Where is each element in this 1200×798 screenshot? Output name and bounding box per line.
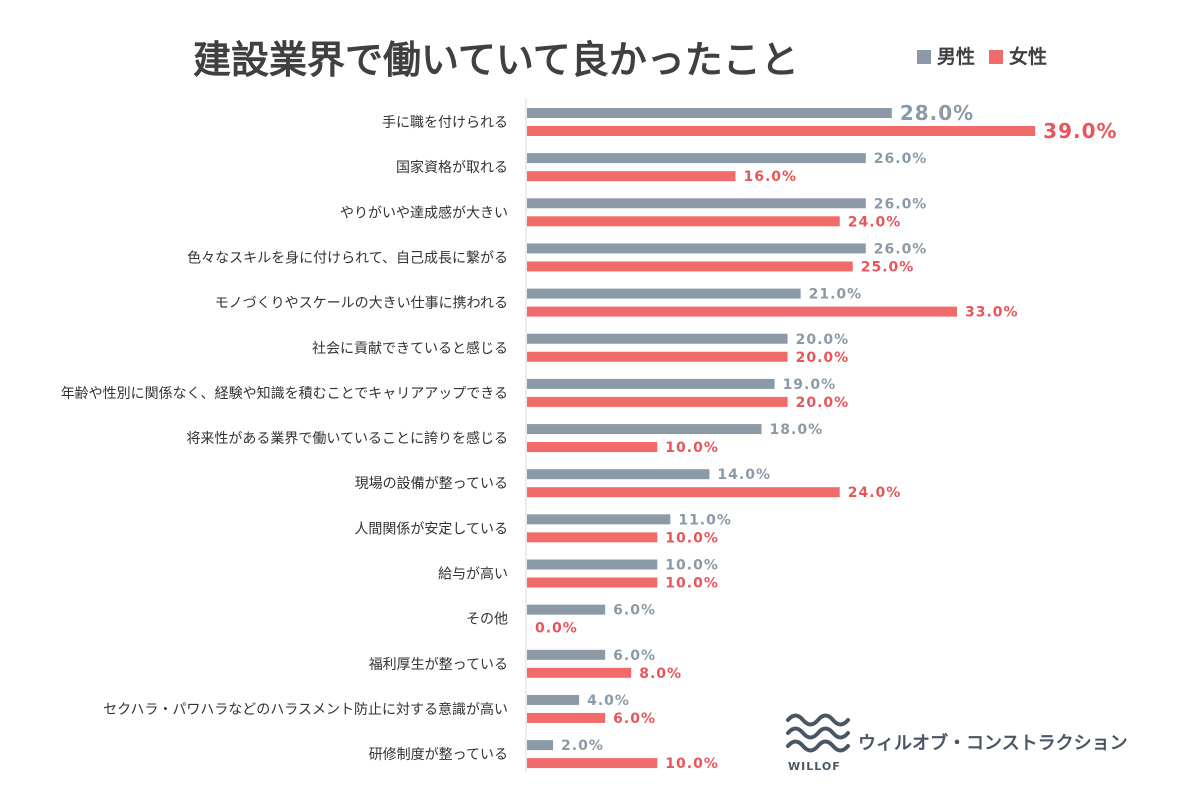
data-label-female: 24.0% <box>848 485 902 501</box>
data-label-female: 20.0% <box>796 395 850 411</box>
bar-female <box>527 171 736 182</box>
data-label-female: 10.0% <box>665 530 719 546</box>
bar-male <box>527 243 866 254</box>
category-label: 社会に貢献できていると感じる <box>312 340 508 357</box>
bar-female <box>527 351 788 362</box>
data-label-female: 39.0% <box>1043 119 1117 143</box>
data-label-male: 19.0% <box>783 377 837 393</box>
bar-male <box>527 288 801 299</box>
data-label-male: 26.0% <box>874 196 928 212</box>
bar-female <box>527 261 853 272</box>
data-label-male: 18.0% <box>770 422 824 438</box>
category-label: やりがいや達成感が大きい <box>340 204 508 221</box>
bar-female <box>527 216 840 227</box>
chart-title: 建設業界で働いていて良かったこと <box>193 38 799 82</box>
bar-male <box>527 740 554 751</box>
data-label-female: 25.0% <box>861 259 915 275</box>
data-label-female: 33.0% <box>965 305 1019 321</box>
bar-male <box>527 153 866 164</box>
bar-male <box>527 378 775 389</box>
category-label: 年齢や性別に関係なく、経験や知識を積むことでキャリアアップできる <box>61 385 508 402</box>
category-label: セクハラ・パワハラなどのハラスメント防止に対する意識が高い <box>103 701 508 718</box>
category-label: その他 <box>466 612 508 628</box>
wave-logo-icon <box>786 713 850 753</box>
legend-label-male: 男性 <box>937 45 975 68</box>
bar-male <box>527 694 580 705</box>
category-label: 研修制度が整っている <box>369 747 508 763</box>
data-label-male: 28.0% <box>900 101 974 125</box>
data-label-female: 20.0% <box>796 350 850 366</box>
bar-female <box>527 396 788 407</box>
category-label: モノづくりやスケールの大きい仕事に携われる <box>215 296 508 312</box>
bar-female <box>527 712 606 723</box>
legend: 男性 女性 <box>917 45 1047 68</box>
data-label-male: 4.0% <box>587 693 630 709</box>
bar-female <box>527 532 658 543</box>
chart-marks: 手に職を付けられる 28.0% 39.0% 国家資格が取れる 26.0% 16.0% やりが… <box>61 101 1117 772</box>
category-label: 手に職を付けられる <box>382 115 508 131</box>
data-label-male: 20.0% <box>796 332 850 348</box>
data-label-male: 6.0% <box>613 648 656 664</box>
data-label-female: 10.0% <box>665 756 719 772</box>
bar-male <box>527 514 671 525</box>
data-label-female: 8.0% <box>639 666 682 682</box>
bar-male <box>527 424 762 435</box>
bar-male <box>527 649 606 660</box>
category-label: 福利厚生が整っている <box>369 657 508 673</box>
data-label-male: 21.0% <box>809 287 863 303</box>
category-label: 国家資格が取れる <box>396 159 508 176</box>
bar-female <box>527 487 840 498</box>
logo-wordmark: WILLOF <box>788 760 841 773</box>
bar-female <box>527 667 632 678</box>
data-label-male: 2.0% <box>561 738 604 754</box>
legend-swatch-male <box>917 50 931 64</box>
brand-name: ウィルオブ・コンストラクション <box>858 732 1128 754</box>
data-label-male: 26.0% <box>874 241 928 257</box>
data-label-female: 10.0% <box>665 440 719 456</box>
category-label: 将来性がある業界で働いていることに誇りを感じる <box>186 430 508 447</box>
bar-male <box>527 333 788 344</box>
category-label: 色々なスキルを身に付けられて、自己成長に繋がる <box>187 249 508 266</box>
bar-female <box>527 758 658 769</box>
data-label-female: 24.0% <box>848 214 902 230</box>
data-label-male: 11.0% <box>678 512 732 528</box>
data-label-male: 10.0% <box>665 558 719 574</box>
bar-female <box>527 126 1036 136</box>
brand-logo: WILLOF ウィルオブ・コンストラクション <box>786 713 1128 773</box>
category-label: 人間関係が安定している <box>354 521 508 537</box>
bar-female <box>527 442 658 453</box>
bar-male <box>527 198 866 209</box>
bar-male <box>527 469 710 480</box>
bar-female <box>527 577 658 588</box>
legend-label-female: 女性 <box>1009 45 1047 68</box>
bar-female <box>527 306 957 317</box>
legend-swatch-female <box>989 50 1003 64</box>
category-label: 現場の設備が整っている <box>355 476 508 492</box>
data-label-female: 10.0% <box>665 576 719 592</box>
data-label-male: 26.0% <box>874 151 928 167</box>
category-label: 給与が高い <box>438 566 508 583</box>
data-label-male: 6.0% <box>613 603 656 619</box>
bar-male <box>527 108 892 118</box>
data-label-female: 6.0% <box>613 711 656 727</box>
data-label-female: 0.0% <box>535 621 578 637</box>
data-label-female: 16.0% <box>743 169 797 185</box>
bar-male <box>527 604 606 615</box>
bar-male <box>527 559 658 570</box>
data-label-male: 14.0% <box>717 467 771 483</box>
